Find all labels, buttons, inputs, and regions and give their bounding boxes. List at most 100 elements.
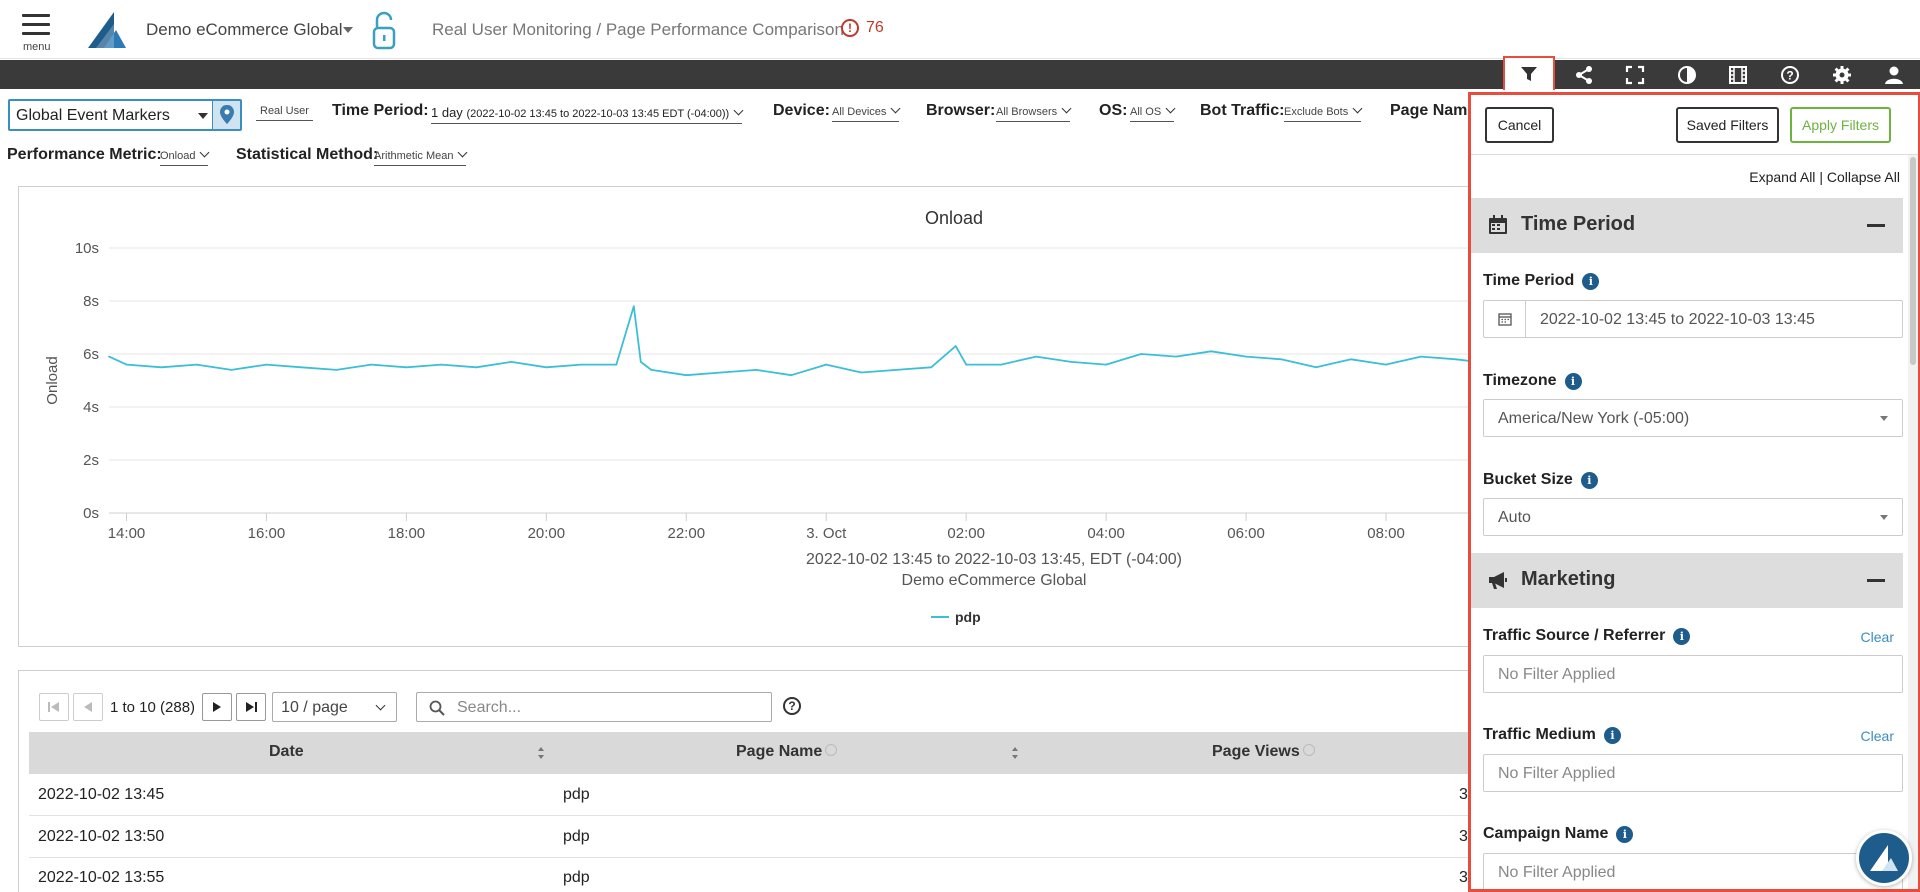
collapse-all-link[interactable]: Collapse All bbox=[1826, 169, 1900, 185]
panel-scrollbar[interactable] bbox=[1908, 155, 1918, 889]
alert-indicator[interactable]: ! 76 bbox=[841, 19, 884, 37]
unlock-icon[interactable] bbox=[370, 11, 400, 51]
page-size-select[interactable]: 10 / page bbox=[272, 692, 398, 722]
account-name[interactable]: Demo eCommerce Global bbox=[146, 20, 343, 39]
map-pin-icon[interactable] bbox=[212, 101, 240, 129]
event-markers-select[interactable]: Global Event Markers bbox=[8, 99, 242, 131]
marketing-section-title: Marketing bbox=[1521, 568, 1616, 590]
data-point bbox=[440, 363, 443, 366]
settings-button[interactable] bbox=[1816, 60, 1868, 89]
device-select[interactable]: All Devices bbox=[832, 103, 901, 122]
user-button[interactable] bbox=[1868, 60, 1920, 89]
share-button[interactable] bbox=[1558, 60, 1610, 89]
x-tick-label: 06:00 bbox=[1227, 525, 1265, 542]
info-icon[interactable]: i bbox=[1580, 471, 1598, 489]
table-row[interactable]: 2022-10-02 13:45 pdp 3 bbox=[29, 775, 1469, 816]
film-button[interactable] bbox=[1712, 60, 1764, 89]
time-period-section-header[interactable]: Time Period bbox=[1471, 198, 1903, 253]
clear-traffic-source-link[interactable]: Clear bbox=[1860, 629, 1894, 645]
series-line-pdp bbox=[108, 305, 1478, 377]
traffic-source-input[interactable]: No Filter Applied bbox=[1483, 655, 1903, 693]
collapse-icon[interactable] bbox=[1867, 579, 1885, 582]
bucket-size-select[interactable]: Auto bbox=[1483, 498, 1903, 536]
info-icon[interactable]: i bbox=[1582, 272, 1600, 290]
contrast-icon bbox=[1678, 65, 1696, 84]
data-point bbox=[1035, 355, 1038, 358]
pagination: 1 to 10 (288) 10 / page bbox=[39, 692, 398, 722]
chart-title: Onload bbox=[925, 208, 983, 228]
assistant-fab[interactable] bbox=[1856, 830, 1912, 886]
marketing-section-header[interactable]: Marketing bbox=[1471, 553, 1903, 608]
time-period-input[interactable]: 2022-10-02 13:45 to 2022-10-03 13:45 bbox=[1483, 300, 1903, 338]
row-page-name: pdp bbox=[563, 869, 590, 886]
first-page-button[interactable] bbox=[39, 693, 69, 721]
saved-filters-button[interactable]: Saved Filters bbox=[1676, 107, 1779, 143]
table-help-icon[interactable]: ? bbox=[783, 697, 801, 715]
real-user-select[interactable]: Real User bbox=[256, 105, 313, 121]
x-tick-label: 16:00 bbox=[248, 525, 286, 542]
info-icon[interactable]: i bbox=[1564, 372, 1582, 390]
data-point bbox=[790, 374, 793, 377]
data-point bbox=[405, 366, 408, 369]
os-label: OS: bbox=[1099, 102, 1128, 119]
clear-traffic-medium-link[interactable]: Clear bbox=[1860, 728, 1894, 744]
sort-icon[interactable] bbox=[1011, 745, 1019, 761]
timezone-select[interactable]: America/New York (-05:00) bbox=[1483, 399, 1903, 437]
campaign-name-field-text: Campaign Name bbox=[1483, 825, 1609, 842]
info-icon bbox=[1302, 744, 1315, 756]
statistical-method-select[interactable]: Arithmetic Mean bbox=[374, 147, 468, 166]
sort-icon[interactable] bbox=[537, 745, 545, 761]
data-point bbox=[755, 369, 758, 371]
contrast-button[interactable] bbox=[1661, 60, 1713, 89]
column-header-date[interactable]: Date bbox=[269, 743, 304, 760]
fullscreen-button[interactable] bbox=[1609, 60, 1661, 89]
menu-button[interactable]: menu bbox=[20, 12, 56, 54]
column-header-page-name[interactable]: Page Name bbox=[736, 743, 838, 761]
data-point bbox=[265, 363, 268, 366]
collapse-icon[interactable] bbox=[1867, 224, 1885, 227]
search-input[interactable]: Search... bbox=[416, 692, 772, 722]
help-button[interactable]: ? bbox=[1764, 60, 1816, 89]
data-point bbox=[965, 363, 968, 366]
bot-traffic-select[interactable]: Exclude Bots bbox=[1284, 103, 1363, 122]
data-point bbox=[370, 363, 373, 366]
info-icon[interactable]: i bbox=[1673, 627, 1691, 645]
data-point bbox=[954, 345, 957, 347]
menu-bar-icon bbox=[22, 32, 50, 35]
last-page-button[interactable] bbox=[236, 693, 267, 721]
x-axis-sublabel: Demo eCommerce Global bbox=[902, 572, 1087, 589]
help-icon: ? bbox=[1781, 65, 1799, 84]
prev-page-icon bbox=[84, 702, 92, 712]
traffic-medium-input[interactable]: No Filter Applied bbox=[1483, 754, 1903, 792]
calendar-icon[interactable] bbox=[1484, 301, 1526, 337]
performance-metric-select[interactable]: Onload bbox=[160, 147, 210, 166]
data-point bbox=[1385, 363, 1387, 366]
os-select[interactable]: All OS bbox=[1130, 103, 1176, 122]
apply-filters-button[interactable]: Apply Filters bbox=[1790, 107, 1891, 143]
search-placeholder: Search... bbox=[457, 699, 522, 716]
table-header: Date Page Name Page Views bbox=[29, 732, 1469, 774]
x-tick-label: 3. Oct bbox=[806, 525, 847, 542]
filter-button[interactable] bbox=[1503, 56, 1555, 90]
time-period-select[interactable]: 1 day (2022-10-02 13:45 to 2022-10-03 13… bbox=[431, 105, 744, 124]
prev-page-button[interactable] bbox=[73, 693, 103, 721]
browser-select[interactable]: All Browsers bbox=[996, 103, 1072, 122]
scrollbar-thumb[interactable] bbox=[1910, 157, 1916, 365]
expand-all-link[interactable]: Expand All bbox=[1749, 169, 1816, 185]
column-header-page-views[interactable]: Page Views bbox=[1212, 743, 1315, 761]
info-icon[interactable]: i bbox=[1616, 825, 1634, 843]
bot-traffic-label: Bot Traffic: bbox=[1200, 102, 1285, 119]
table-row[interactable]: 2022-10-02 13:50 pdp 3 bbox=[29, 817, 1469, 858]
row-page-name: pdp bbox=[563, 828, 590, 845]
campaign-name-input[interactable]: No Filter Applied bbox=[1483, 853, 1903, 889]
next-page-button[interactable] bbox=[202, 693, 233, 721]
info-icon[interactable]: i bbox=[1603, 726, 1621, 744]
table-row[interactable]: 2022-10-02 13:55 pdp 3 bbox=[29, 858, 1469, 892]
settings-icon bbox=[1833, 65, 1851, 84]
account-dropdown-icon[interactable] bbox=[343, 27, 353, 33]
chevron-down-icon bbox=[1880, 416, 1888, 421]
data-point bbox=[300, 366, 303, 369]
cancel-button[interactable]: Cancel bbox=[1485, 107, 1554, 143]
x-tick-label: 18:00 bbox=[388, 525, 426, 542]
brand-logo-icon[interactable] bbox=[86, 10, 128, 50]
